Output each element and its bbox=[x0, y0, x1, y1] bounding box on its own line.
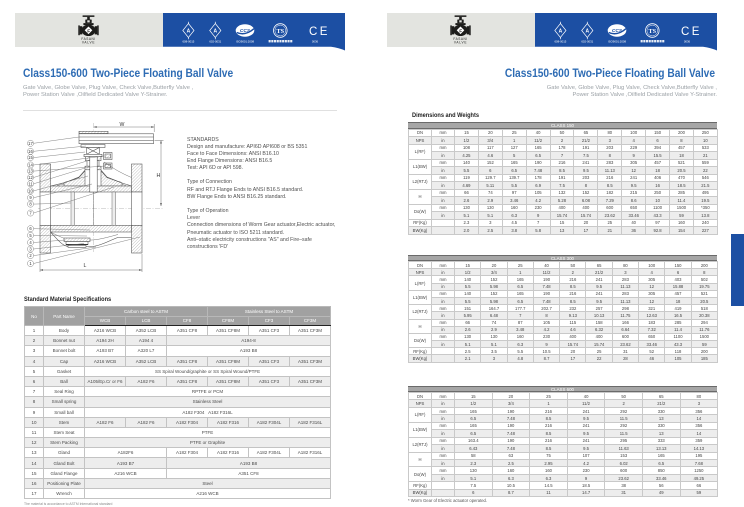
svg-text:6: 6 bbox=[29, 226, 32, 231]
svg-text:7: 7 bbox=[29, 211, 32, 216]
svg-text:A: A bbox=[187, 29, 191, 35]
svg-text:17: 17 bbox=[28, 141, 33, 146]
svg-text:1: 1 bbox=[29, 261, 32, 266]
svg-text:H: H bbox=[157, 173, 161, 179]
svg-text:608-0015: 608-0015 bbox=[182, 40, 194, 44]
svg-text:0036: 0036 bbox=[684, 40, 691, 44]
svg-text:CCS: CCS bbox=[240, 28, 251, 34]
svg-text:ISO9001:2008: ISO9001:2008 bbox=[236, 40, 254, 44]
svg-text:11: 11 bbox=[28, 181, 33, 186]
svg-text:3: 3 bbox=[29, 247, 32, 252]
svg-text:CCS: CCS bbox=[612, 28, 623, 34]
svg-text:FASANI: FASANI bbox=[453, 37, 467, 41]
svg-text:13: 13 bbox=[28, 169, 33, 174]
svg-text:15: 15 bbox=[28, 155, 33, 160]
svg-text:FASANI: FASANI bbox=[81, 37, 95, 41]
svg-text:VALVE: VALVE bbox=[454, 41, 467, 45]
svg-text:A: A bbox=[213, 29, 217, 35]
svg-text:L: L bbox=[84, 263, 87, 269]
svg-text:CE: CE bbox=[681, 26, 702, 38]
svg-text:CE: CE bbox=[309, 26, 330, 38]
svg-text:602-0031: 602-0031 bbox=[581, 40, 593, 44]
svg-text:602-0031: 602-0031 bbox=[209, 40, 221, 44]
svg-text:8: 8 bbox=[29, 202, 32, 207]
svg-text:F: F bbox=[87, 28, 90, 34]
svg-text:14: 14 bbox=[28, 163, 33, 168]
svg-text:TS: TS bbox=[277, 28, 285, 35]
svg-text:12: 12 bbox=[28, 175, 33, 180]
svg-text:F: F bbox=[459, 28, 462, 34]
svg-text:TS: TS bbox=[649, 28, 657, 35]
svg-text:5: 5 bbox=[29, 233, 32, 238]
svg-text:A: A bbox=[585, 29, 589, 35]
svg-text:0036: 0036 bbox=[312, 40, 319, 44]
svg-text:ISO9001:2008: ISO9001:2008 bbox=[608, 40, 626, 44]
svg-text:W: W bbox=[120, 122, 125, 128]
svg-text:608-0015: 608-0015 bbox=[554, 40, 566, 44]
svg-text:A: A bbox=[559, 29, 563, 35]
svg-text:VALVE: VALVE bbox=[82, 41, 95, 45]
svg-text:9: 9 bbox=[29, 195, 32, 200]
svg-text:16: 16 bbox=[28, 149, 33, 154]
svg-text:2: 2 bbox=[29, 253, 32, 258]
svg-text:4: 4 bbox=[29, 240, 32, 245]
svg-text:10: 10 bbox=[28, 188, 33, 193]
